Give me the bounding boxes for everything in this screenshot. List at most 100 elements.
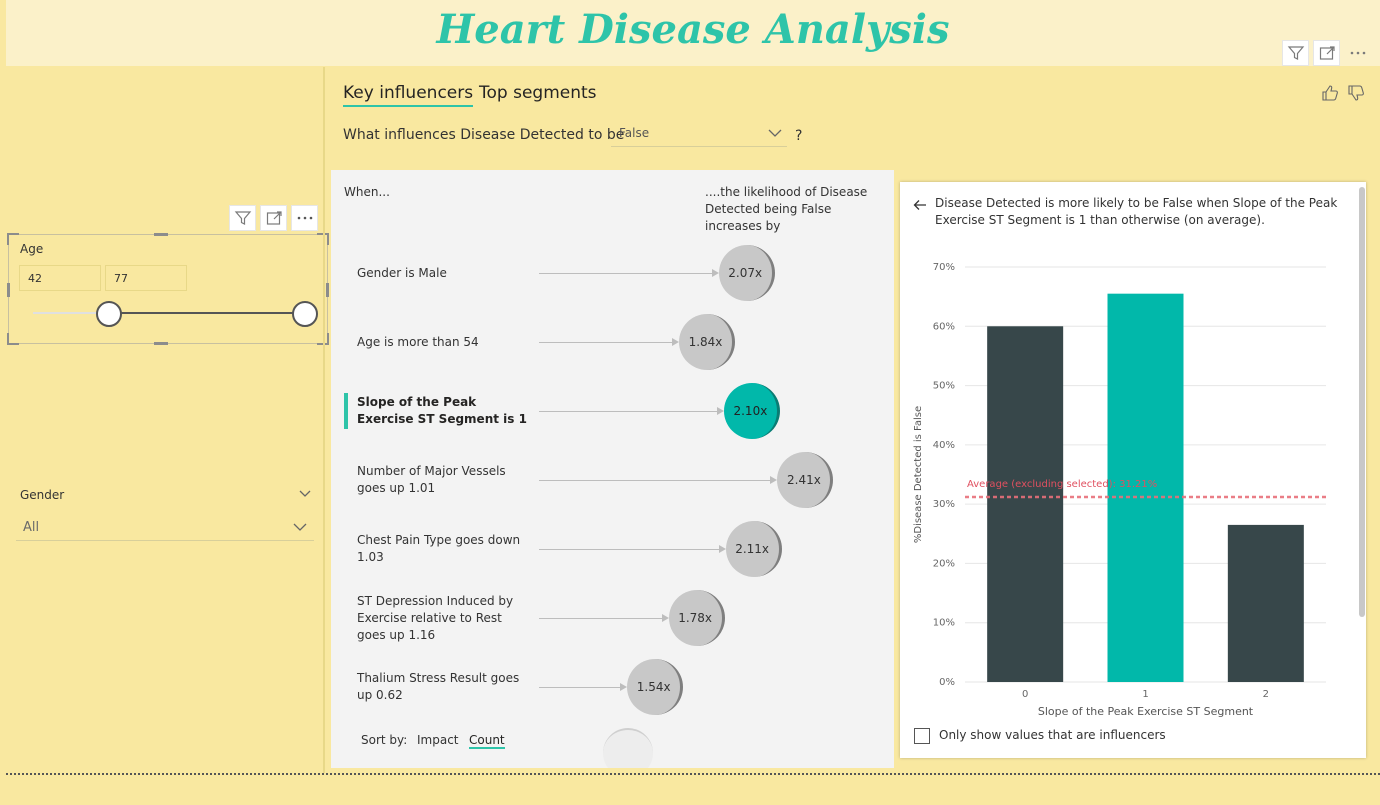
more-options-icon[interactable] (291, 205, 318, 231)
arrow-icon (718, 545, 726, 553)
arrow-icon (770, 476, 778, 484)
age-slicer-header (229, 205, 318, 231)
tab-top-segments[interactable]: Top segments (479, 83, 597, 103)
resize-handle[interactable] (154, 233, 168, 236)
influencer-connector-line (539, 549, 719, 550)
target-value-dropdown[interactable]: False (611, 119, 787, 147)
y-tick-label: 0% (939, 677, 955, 688)
chevron-down-icon (293, 523, 307, 531)
detail-description: Disease Detected is more likely to be Fa… (935, 196, 1338, 227)
influencers-only-checkbox[interactable] (914, 728, 930, 744)
influencer-connector-line (539, 618, 662, 619)
arrow-icon (711, 269, 719, 277)
arrow-icon (672, 338, 679, 346)
report-title-bar: Heart Disease Analysis (6, 0, 1380, 66)
resize-handle[interactable] (326, 283, 329, 297)
y-tick-label: 60% (933, 321, 955, 332)
y-tick-label: 40% (933, 440, 955, 451)
sort-option-count[interactable]: Count (469, 733, 505, 749)
influencer-row[interactable]: Slope of the Peak Exercise ST Segment is… (331, 381, 894, 441)
selected-indicator (344, 393, 348, 429)
y-tick-label: 20% (933, 558, 955, 569)
bar (1107, 293, 1184, 682)
influencer-connector-line (539, 480, 771, 481)
y-axis-title: %Disease Detected is False (913, 406, 924, 543)
column-header-when: When... (344, 185, 390, 199)
age-max-input[interactable]: 77 (105, 265, 187, 291)
influencer-connector-line (539, 411, 717, 412)
influencer-row[interactable]: ST Depression Induced by Exercise relati… (331, 588, 894, 648)
sort-by-label: Sort by: (361, 733, 408, 747)
tab-key-influencers[interactable]: Key influencers (343, 83, 474, 107)
focus-mode-icon[interactable] (1313, 40, 1340, 66)
influencer-label: Thalium Stress Result goes up 0.62 (357, 671, 520, 702)
influencer-list-panel: When... ....the likelihood of Disease De… (331, 170, 894, 768)
filter-icon[interactable] (229, 205, 256, 231)
x-axis-title: Slope of the Peak Exercise ST Segment (1038, 705, 1254, 718)
influencer-connector-line (539, 342, 672, 343)
influencer-bubble[interactable] (603, 728, 653, 768)
chevron-down-icon[interactable] (298, 486, 312, 500)
report-title: Heart Disease Analysis (436, 6, 950, 53)
influencer-label: Chest Pain Type goes down 1.03 (357, 533, 521, 564)
influencer-row[interactable]: Number of Major Vessels goes up 1.01 2.41… (331, 450, 894, 510)
gender-slicer-title: Gender (20, 488, 65, 502)
arrow-icon (620, 683, 628, 691)
sort-option-impact[interactable]: Impact (417, 733, 459, 747)
influencer-bubble[interactable]: 2.10x (723, 383, 780, 439)
chevron-down-icon (768, 129, 782, 137)
key-influencers-visual: Key influencers Top segments What influe… (323, 67, 1380, 773)
average-reference-label: Average (excluding selected): 31.21% (967, 479, 1157, 490)
influencer-row[interactable]: Age is more than 54 1.84x (331, 312, 894, 372)
arrow-icon (716, 407, 724, 415)
focus-mode-icon[interactable] (260, 205, 287, 231)
gender-dropdown[interactable]: All (16, 513, 314, 541)
back-arrow-icon[interactable] (912, 197, 928, 213)
influencer-row[interactable]: Chest Pain Type goes down 1.03 2.11x (331, 519, 894, 579)
influencer-row[interactable]: Thalium Stress Result goes up 0.62 1.54x (331, 657, 894, 717)
column-header-likelihood: ....the likelihood of Disease Detected b… (705, 185, 868, 233)
slider-track[interactable] (33, 312, 109, 314)
influencer-bubble[interactable]: 1.84x (679, 314, 735, 370)
influencer-bubble[interactable]: 2.07x (718, 245, 775, 301)
gender-dropdown-value: All (23, 520, 40, 535)
age-min-input[interactable]: 42 (19, 265, 101, 291)
target-value: False (619, 126, 650, 140)
influencer-label: ST Depression Induced by Exercise relati… (357, 593, 514, 642)
question-mark: ? (795, 128, 803, 144)
influencer-question: What influences Disease Detected to be (343, 127, 625, 143)
thumbs-up-icon[interactable] (1320, 83, 1340, 103)
detail-bar-chart: 0% 10% 20% 30% 40% 50% 60% 70% 0 1 2 Average (exclu… (913, 262, 1326, 718)
title-visual-header (1282, 40, 1371, 66)
influencer-bubble[interactable]: 2.11x (725, 521, 782, 577)
influencer-row[interactable]: Gender is Male 2.07x (331, 243, 894, 303)
influencer-bubble[interactable]: 1.54x (627, 659, 684, 715)
y-tick-label: 30% (933, 499, 955, 510)
more-options-icon[interactable] (1344, 40, 1371, 66)
y-tick-label: 50% (933, 381, 955, 392)
influencer-bubble[interactable]: 1.78x (668, 590, 725, 646)
y-tick-label: 10% (933, 618, 955, 629)
bar (1227, 524, 1304, 682)
influencer-bubble[interactable]: 2.41x (777, 452, 834, 508)
x-tick-label: 0 (1022, 689, 1028, 700)
bar (987, 326, 1064, 682)
resize-handle[interactable] (7, 233, 19, 245)
influencer-detail-panel: Disease Detected is more likely to be Fa… (900, 182, 1366, 758)
slider-range[interactable] (109, 312, 305, 314)
resize-handle[interactable] (7, 333, 19, 345)
age-slicer-title: Age (20, 242, 44, 256)
resize-handle[interactable] (154, 342, 168, 345)
influencer-connector-line (539, 273, 712, 274)
resize-handle[interactable] (7, 283, 10, 297)
influencer-label: Gender is Male (357, 265, 447, 280)
filter-icon[interactable] (1282, 40, 1309, 66)
influencer-label: Slope of the Peak Exercise ST Segment is… (357, 395, 527, 426)
slider-max-handle[interactable] (292, 301, 318, 327)
influencer-connector-line (539, 687, 621, 688)
thumbs-down-icon[interactable] (1346, 83, 1366, 103)
slider-min-handle[interactable] (96, 301, 122, 327)
scrollbar[interactable] (1359, 187, 1365, 617)
arrow-icon (661, 614, 669, 622)
age-slicer[interactable]: Age 42 77 (7, 233, 329, 345)
